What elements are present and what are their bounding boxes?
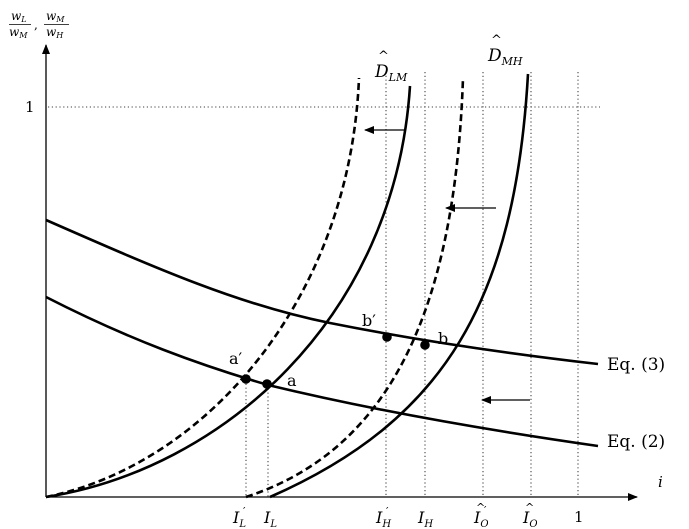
x-tick-io: ^ IO <box>522 501 538 529</box>
svg-text:^: ^ <box>476 501 485 514</box>
svg-text:^: ^ <box>491 33 502 48</box>
d-lm-solid-curve <box>45 85 412 499</box>
svg-text:IO: IO <box>473 508 489 529</box>
d-lm-dashed-curve <box>45 77 361 499</box>
svg-text:DLM: DLM <box>374 62 408 84</box>
svg-text:IH: IH <box>417 508 433 529</box>
d-lm-label: ^ DLM <box>374 49 408 84</box>
svg-text:wL: wL <box>11 9 27 24</box>
eq3-label: Eq. (3) <box>607 355 665 375</box>
eq3-curve <box>45 218 599 366</box>
svg-text:IL: IL <box>263 508 277 529</box>
point-a-prime-label: a′ <box>229 349 243 368</box>
svg-text:′: ′ <box>386 505 389 518</box>
y-tick-one: 1 <box>25 98 35 116</box>
point-b-prime-label: b′ <box>362 311 376 330</box>
svg-text:′: ′ <box>484 504 487 517</box>
svg-text:^: ^ <box>525 501 534 514</box>
d-mh-dashed-curve <box>245 77 465 499</box>
x-axis-label: i <box>658 473 663 491</box>
point-a-label: a <box>287 371 297 390</box>
x-tick-io-prime: ^ IO ′ <box>473 501 489 529</box>
svg-text:IL: IL <box>232 508 246 529</box>
x-tick-il-prime: IL ′ <box>232 505 246 529</box>
svg-text:,: , <box>34 18 38 32</box>
svg-text:wH: wH <box>46 25 64 40</box>
x-tick-one: 1 <box>574 508 584 526</box>
eq2-curve <box>45 295 599 448</box>
eq2-label: Eq. (2) <box>607 432 665 452</box>
x-tick-ih: IH <box>417 508 433 529</box>
d-mh-solid-curve <box>269 73 530 499</box>
y-axis-label: wL wM , wM wH <box>9 9 69 40</box>
svg-text:wM: wM <box>9 25 28 40</box>
x-tick-il: IL <box>263 508 277 529</box>
point-a-prime <box>241 374 251 384</box>
svg-text:IH: IH <box>375 508 391 529</box>
d-mh-label: ^ DMH <box>487 33 523 68</box>
svg-text:wM: wM <box>46 9 65 24</box>
point-b-label: b <box>438 329 448 348</box>
svg-text:DMH: DMH <box>487 46 523 68</box>
point-a <box>262 379 272 389</box>
point-b <box>420 340 430 350</box>
x-tick-ih-prime: IH ′ <box>375 505 391 529</box>
svg-text:IO: IO <box>522 508 538 529</box>
svg-text:′: ′ <box>243 505 246 518</box>
point-b-prime <box>382 332 392 342</box>
svg-text:^: ^ <box>378 49 389 64</box>
